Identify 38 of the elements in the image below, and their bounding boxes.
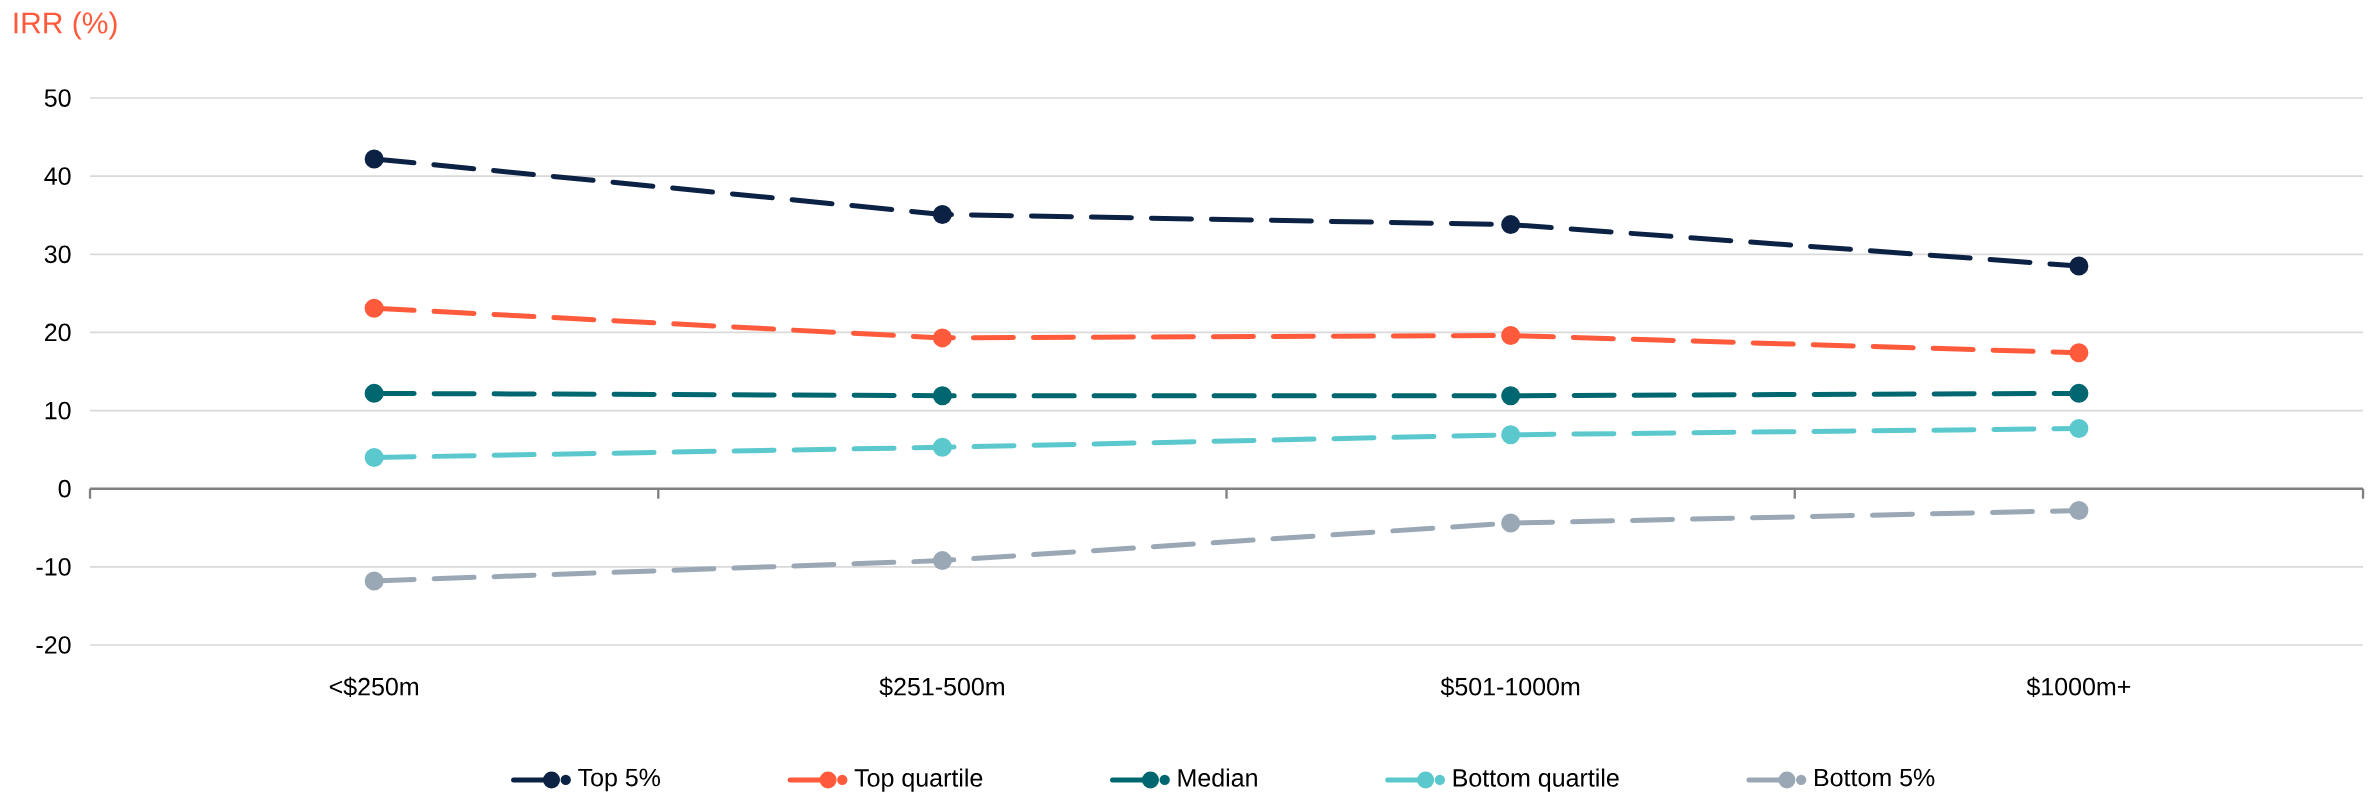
- point: [1501, 326, 1521, 346]
- legend-label: Bottom 5%: [1815, 768, 1935, 787]
- y-axis-title: IRR (%): [14, 11, 117, 40]
- y-tick-label: 50: [44, 89, 71, 107]
- point: [2069, 256, 2089, 276]
- y-tick-label: 10: [45, 401, 71, 420]
- point: [2069, 501, 2089, 521]
- point: [1501, 425, 1521, 445]
- legend-label: Top 5%: [578, 768, 661, 792]
- point: [364, 383, 384, 403]
- point: [364, 447, 384, 467]
- x-tick-label: $501-1000m: [1440, 676, 1580, 697]
- point: [1501, 513, 1521, 533]
- legend-label: Top quartile: [854, 768, 983, 792]
- x-tick-label: $251-500m: [879, 676, 1004, 697]
- point: [364, 571, 384, 591]
- point: [932, 551, 952, 571]
- y-tick-label: 40: [44, 167, 71, 186]
- x-tick-label: $1000m+: [2026, 676, 2131, 697]
- point: [932, 437, 952, 457]
- x-tick-label: <$250m: [329, 676, 419, 697]
- y-tick-label: -20: [36, 636, 71, 654]
- point: [932, 204, 952, 224]
- y-tick-label: 0: [58, 479, 71, 498]
- point: [1501, 215, 1521, 235]
- point: [364, 298, 384, 318]
- y-tick-label: 20: [45, 323, 71, 342]
- point: [2069, 383, 2089, 403]
- y-tick-label: 30: [44, 245, 71, 264]
- point: [364, 149, 384, 169]
- legend-label: Median: [1178, 768, 1257, 787]
- point: [2069, 343, 2089, 363]
- point: [2069, 419, 2089, 439]
- legend-label: Bottom quartile: [1453, 768, 1619, 792]
- point: [932, 386, 952, 406]
- y-tick-label: -10: [36, 557, 71, 576]
- point: [1501, 386, 1521, 406]
- point: [932, 328, 952, 348]
